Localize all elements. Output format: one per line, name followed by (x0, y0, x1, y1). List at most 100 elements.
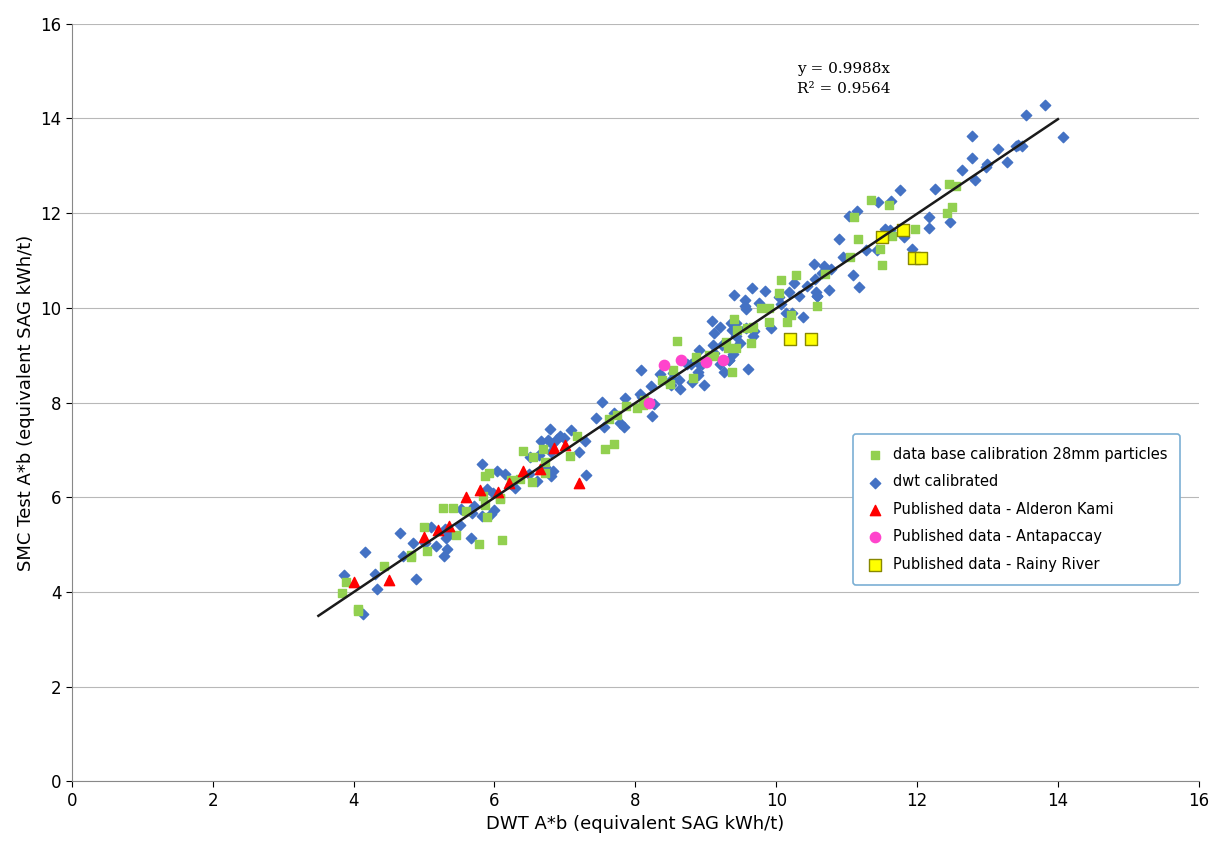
dwt calibrated (867, 243, 886, 257)
Published data - Alderon Kami (488, 485, 508, 499)
dwt calibrated (847, 205, 867, 218)
dwt calibrated (793, 310, 813, 324)
data base calibration 28mm particles (722, 366, 742, 379)
data base calibration 28mm particles (716, 336, 736, 349)
dwt calibrated (743, 329, 763, 343)
dwt calibrated (406, 572, 425, 586)
data base calibration 28mm particles (456, 504, 476, 518)
data base calibration 28mm particles (522, 475, 542, 489)
dwt calibrated (962, 129, 982, 143)
Published data - Rainy River (781, 332, 801, 345)
dwt calibrated (519, 468, 538, 481)
dwt calibrated (641, 380, 661, 394)
Published data - Rainy River (894, 223, 913, 236)
Published data - Alderon Kami (428, 524, 447, 537)
dwt calibrated (821, 262, 841, 275)
data base calibration 28mm particles (617, 400, 636, 413)
Published data - Alderon Kami (379, 573, 398, 586)
Published data - Antapaccay (672, 353, 691, 366)
dwt calibrated (682, 357, 701, 371)
dwt calibrated (427, 539, 446, 552)
data base calibration 28mm particles (417, 545, 436, 558)
dwt calibrated (481, 507, 500, 520)
dwt calibrated (549, 429, 569, 443)
data base calibration 28mm particles (490, 492, 510, 506)
dwt calibrated (691, 358, 711, 371)
data base calibration 28mm particles (870, 242, 890, 256)
dwt calibrated (848, 280, 868, 294)
data base calibration 28mm particles (777, 315, 797, 329)
data base calibration 28mm particles (604, 437, 624, 451)
dwt calibrated (535, 460, 554, 473)
data base calibration 28mm particles (337, 575, 357, 589)
dwt calibrated (662, 371, 682, 385)
dwt calibrated (702, 314, 722, 327)
dwt calibrated (727, 316, 747, 330)
data base calibration 28mm particles (759, 315, 779, 329)
dwt calibrated (356, 545, 375, 558)
data base calibration 28mm particles (759, 301, 779, 314)
dwt calibrated (695, 377, 715, 391)
dwt calibrated (998, 156, 1018, 169)
dwt calibrated (645, 397, 664, 411)
dwt calibrated (422, 520, 441, 534)
Published data - Rainy River (802, 332, 821, 345)
dwt calibrated (631, 390, 651, 404)
dwt calibrated (890, 184, 910, 197)
dwt calibrated (543, 464, 563, 478)
dwt calibrated (755, 284, 775, 298)
data base calibration 28mm particles (727, 324, 747, 337)
dwt calibrated (542, 445, 562, 459)
dwt calibrated (472, 509, 492, 523)
dwt calibrated (576, 468, 596, 482)
data base calibration 28mm particles (771, 274, 791, 287)
dwt calibrated (962, 150, 982, 164)
dwt calibrated (501, 478, 521, 491)
data base calibration 28mm particles (470, 537, 489, 551)
dwt calibrated (770, 290, 790, 303)
data base calibration 28mm particles (684, 371, 704, 385)
Published data - Alderon Kami (414, 530, 434, 544)
dwt calibrated (611, 416, 630, 429)
data base calibration 28mm particles (861, 194, 880, 207)
dwt calibrated (604, 405, 624, 419)
dwt calibrated (575, 434, 595, 448)
data base calibration 28mm particles (524, 450, 543, 463)
data base calibration 28mm particles (770, 286, 790, 299)
data base calibration 28mm particles (738, 321, 758, 335)
data base calibration 28mm particles (414, 520, 434, 534)
dwt calibrated (461, 531, 481, 545)
dwt calibrated (615, 391, 635, 405)
dwt calibrated (682, 375, 701, 388)
dwt calibrated (484, 503, 504, 517)
data base calibration 28mm particles (332, 586, 352, 600)
data base calibration 28mm particles (600, 412, 619, 426)
dwt calibrated (495, 468, 515, 481)
dwt calibrated (829, 232, 848, 246)
dwt calibrated (705, 346, 725, 360)
data base calibration 28mm particles (815, 268, 835, 281)
dwt calibrated (592, 395, 612, 409)
Published data - Alderon Kami (555, 439, 575, 452)
dwt calibrated (722, 323, 742, 337)
dwt calibrated (414, 536, 434, 550)
data base calibration 28mm particles (478, 510, 498, 524)
data base calibration 28mm particles (700, 348, 720, 361)
dwt calibrated (797, 280, 817, 293)
dwt calibrated (562, 422, 581, 436)
data base calibration 28mm particles (652, 373, 672, 387)
dwt calibrated (593, 420, 613, 434)
dwt calibrated (435, 522, 455, 536)
Published data - Antapaccay (640, 396, 660, 410)
dwt calibrated (776, 306, 796, 320)
dwt calibrated (436, 531, 456, 545)
dwt calibrated (737, 303, 756, 316)
data base calibration 28mm particles (402, 547, 422, 561)
dwt calibrated (541, 469, 560, 483)
dwt calibrated (734, 299, 754, 313)
data base calibration 28mm particles (845, 210, 864, 224)
data base calibration 28mm particles (726, 341, 745, 354)
dwt calibrated (771, 298, 791, 311)
dwt calibrated (804, 272, 824, 286)
data base calibration 28mm particles (663, 363, 683, 377)
